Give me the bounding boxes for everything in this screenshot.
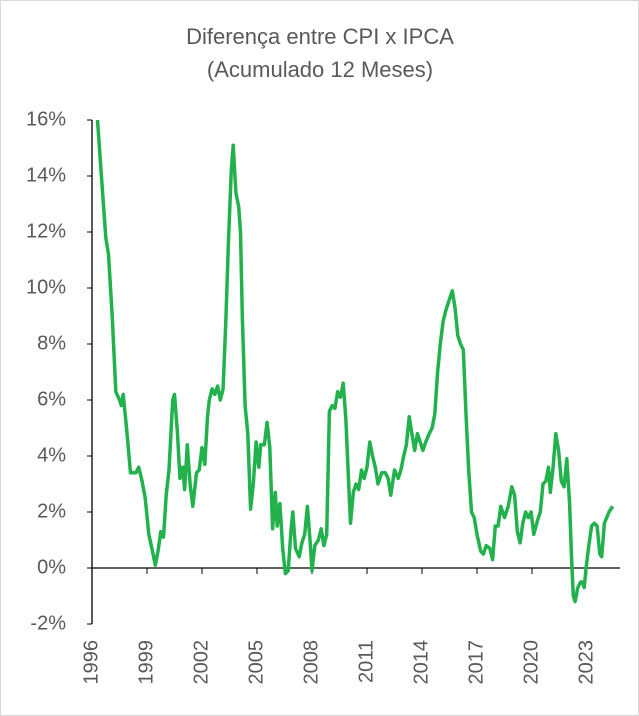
y-tick-label: 6% bbox=[37, 388, 66, 410]
chart-subtitle: (Acumulado 12 Meses) bbox=[207, 57, 433, 82]
x-tick-label: 2014 bbox=[410, 640, 432, 685]
chart-title: Diferença entre CPI x IPCA bbox=[186, 24, 454, 49]
x-tick-label: 2023 bbox=[575, 640, 597, 685]
y-tick-label: 10% bbox=[26, 276, 66, 298]
x-tick-label: 1996 bbox=[80, 640, 102, 685]
data-line bbox=[95, 119, 615, 604]
x-tick-label: 1999 bbox=[135, 640, 157, 685]
x-tick-label: 2020 bbox=[520, 640, 542, 685]
x-tick-label: 2002 bbox=[190, 640, 212, 685]
y-tick-label: -2% bbox=[30, 612, 66, 634]
y-tick-label: 4% bbox=[37, 444, 66, 466]
y-tick-label: 14% bbox=[26, 164, 66, 186]
y-tick-label: 16% bbox=[26, 108, 66, 130]
x-tick-label: 2008 bbox=[300, 640, 322, 685]
y-tick-label: 2% bbox=[37, 500, 66, 522]
x-tick-label: 2017 bbox=[465, 640, 487, 685]
x-tick-label: 2011 bbox=[355, 640, 377, 683]
x-tick-label: 2005 bbox=[245, 640, 267, 685]
y-tick-label: 0% bbox=[37, 556, 66, 578]
y-tick-label: 12% bbox=[26, 220, 66, 242]
y-tick-label: 8% bbox=[37, 332, 66, 354]
